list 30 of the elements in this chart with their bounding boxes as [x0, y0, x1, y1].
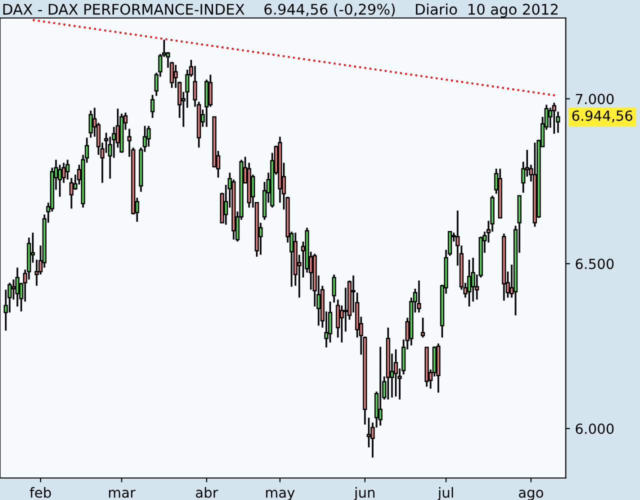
- x-tick-label: feb: [30, 487, 51, 498]
- text: 6.944,56: [572, 110, 632, 122]
- candlestick: [420, 316, 425, 338]
- y-tick-label: 7.000: [576, 94, 614, 104]
- candlestick: [467, 258, 472, 308]
- candlestick: [378, 346, 382, 426]
- x-tick-label: abr: [196, 487, 218, 498]
- candlestick: [328, 300, 332, 344]
- x-tick-label: jun: [354, 487, 374, 500]
- candlestick: [366, 416, 371, 448]
- x-tick-label: jul: [438, 487, 453, 500]
- y-tick-label: 6.000: [576, 424, 614, 434]
- candlestick: [416, 280, 422, 314]
- candlestick: [208, 74, 213, 108]
- x-tick-label: may: [266, 490, 295, 500]
- x-tick-label: mar: [109, 490, 136, 498]
- candlestick: [552, 102, 556, 135]
- candlestick: [69, 177, 74, 210]
- candlestick: [470, 256, 476, 302]
- candlestick: [15, 266, 20, 308]
- candlestick: [65, 158, 70, 180]
- candlestick: [11, 278, 16, 300]
- candlestick: [394, 348, 398, 398]
- candlestick: [336, 298, 340, 338]
- y-tick-label: 6.500: [576, 258, 614, 270]
- chart-title: DAX - DAX PERFORMANCE-INDEX 6.944,56 (-0,29%) Diario 10 ago 2012: [3, 4, 558, 18]
- x-tick-label: ago: [518, 490, 544, 500]
- candlestick: [88, 110, 93, 139]
- candlestick: [150, 94, 155, 119]
- candlestick: [332, 274, 336, 304]
